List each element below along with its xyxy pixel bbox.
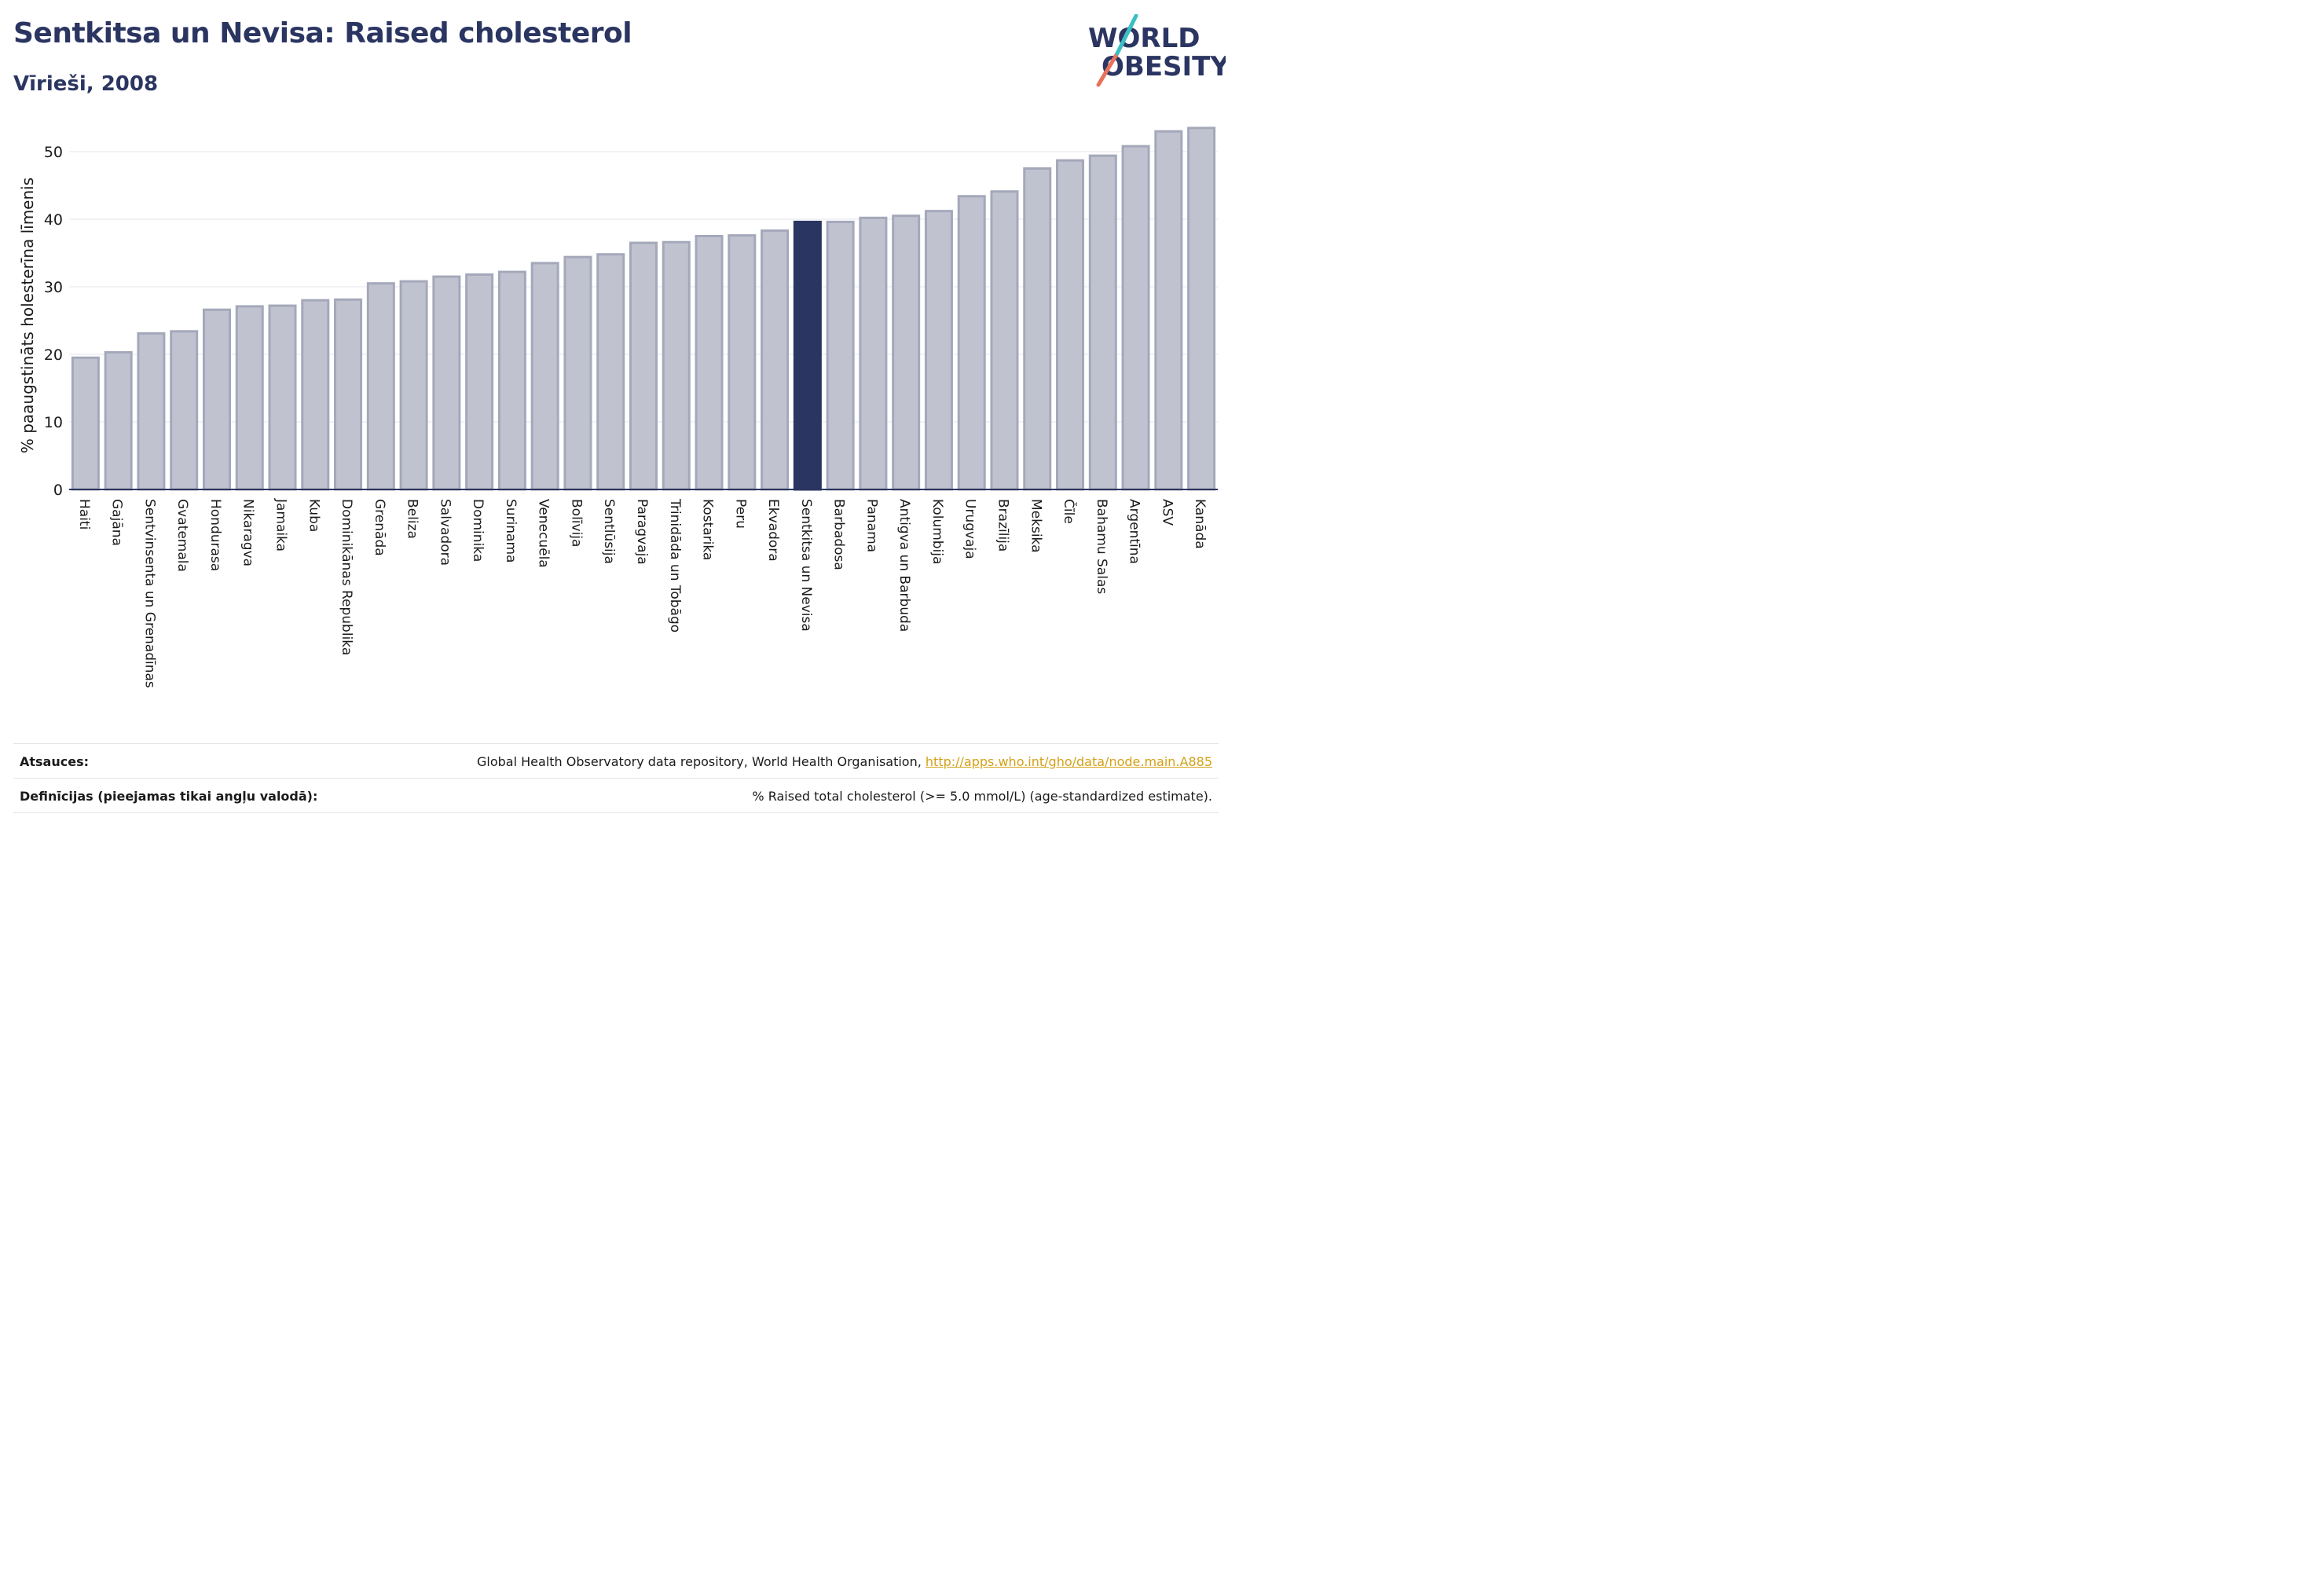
x-tick-label: Gvatemala (174, 499, 190, 572)
bars (71, 126, 1216, 491)
bar (202, 308, 231, 491)
y-tick-label: 20 (44, 346, 63, 364)
x-tick-label: Gajāna (109, 499, 125, 546)
x-tick-label: Dominikānas Republika (339, 499, 354, 655)
sources-link[interactable]: http://apps.who.int/gho/data/node.main.A… (925, 754, 1212, 769)
x-tick-label: Urugvaja (962, 499, 978, 559)
x-tick-label: Ekvadora (765, 499, 781, 562)
definitions-row: Definīcijas (pieejamas tikai angļu valod… (13, 778, 1219, 813)
x-tick-label: Meksika (1028, 499, 1043, 553)
sources-value: Global Health Observatory data repositor… (477, 754, 1212, 769)
bar (1121, 145, 1150, 491)
x-tick-label: Panama (863, 499, 879, 552)
bar (497, 270, 526, 491)
y-tick-labels: 0 10 20 30 40 50 (44, 144, 63, 499)
bar (301, 299, 330, 491)
bar (334, 298, 363, 491)
bar (1187, 126, 1216, 491)
bar (268, 304, 297, 491)
logo-slash-bottom (1096, 51, 1120, 87)
bar (104, 350, 133, 491)
bar (662, 240, 691, 491)
x-tick-label: Kanāda (1192, 499, 1208, 549)
bar-highlighted (793, 220, 822, 491)
bar (399, 280, 428, 491)
x-tick-label: Peru (732, 499, 748, 529)
footer-table: Atsauces: Global Health Observatory data… (13, 743, 1219, 813)
x-tick-label: Surinama (503, 499, 519, 563)
x-tick-label: Venecuēla (536, 499, 552, 568)
bar (1088, 154, 1117, 491)
y-tick-label: 40 (44, 211, 63, 229)
x-tick-label: ASV (1159, 499, 1175, 526)
logo-line-2: OBESITY (1102, 51, 1226, 82)
x-tick-label: Kolumbija (929, 499, 945, 564)
bar (1154, 130, 1183, 491)
x-tick-label: Kuba (306, 499, 321, 532)
x-tick-label: Sentvinsenta un Grenadīnas (141, 499, 157, 688)
bar (957, 195, 986, 491)
x-tick-label: Barbadosa (831, 499, 847, 570)
bar (465, 273, 494, 491)
sources-row: Atsauces: Global Health Observatory data… (13, 743, 1219, 778)
x-tick-label: Haiti (76, 499, 92, 530)
bar (235, 305, 264, 491)
x-tick-label: Paragvaja (634, 499, 650, 565)
bar (170, 330, 199, 491)
y-tick-label: 10 (44, 414, 63, 431)
bar (71, 356, 100, 491)
bar (629, 241, 658, 491)
y-tick-label: 30 (44, 279, 63, 296)
bar (728, 234, 757, 491)
sources-text: Global Health Observatory data repositor… (477, 754, 926, 769)
bar (924, 210, 953, 491)
bar-chart: 0 10 20 30 40 50 Haiti Gajāna Sentvinsenta un G… (18, 126, 1218, 688)
x-tick-label: Brazīlija (995, 499, 1010, 552)
bar (137, 332, 166, 491)
bar (826, 220, 855, 491)
x-tick-label: Bahamu Salas (1094, 499, 1109, 594)
bar (990, 190, 1019, 491)
x-tick-label: Trinidāda un Tobāgo (667, 498, 683, 632)
x-tick-label: Hondurasa (207, 499, 223, 571)
x-tick-label: Salvadora (437, 499, 453, 566)
logo-line-1: WORLD (1088, 23, 1200, 54)
x-tick-label: Sentlūsija (601, 499, 617, 564)
bar (1056, 159, 1085, 491)
x-tick-label: Kostarika (700, 499, 716, 560)
definitions-value: % Raised total cholesterol (>= 5.0 mmol/… (752, 789, 1212, 804)
x-tick-label: Beliza (405, 499, 420, 539)
x-tick-label: Dominika (470, 499, 486, 562)
bar (892, 214, 921, 491)
bar (596, 253, 625, 491)
x-tick-label: Argentīna (1127, 499, 1142, 564)
bar (563, 255, 592, 491)
x-tick-label: Antigva un Barbuda (896, 499, 912, 632)
x-tick-label: Nikaragva (240, 499, 256, 566)
bar (761, 229, 790, 491)
world-obesity-logo: WORLD OBESITY (1088, 14, 1226, 87)
page-title: Sentkitsa un Nevisa: Raised cholesterol (13, 17, 632, 49)
x-tick-label: Jamaika (273, 498, 289, 552)
bar (432, 275, 461, 491)
bar (1023, 167, 1052, 491)
y-tick-label: 50 (44, 144, 63, 161)
x-tick-labels: Haiti Gajāna Sentvinsenta un Grenadīnas Gva… (76, 498, 1208, 688)
x-tick-label: Bolīvija (568, 499, 584, 547)
y-axis-label: % paaugstināts holesterīna līmenis (18, 178, 37, 453)
definitions-label: Definīcijas (pieejamas tikai angļu valod… (20, 789, 318, 804)
sources-label: Atsauces: (20, 754, 89, 769)
y-tick-label: 0 (53, 482, 63, 499)
page-subtitle: Vīrieši, 2008 (13, 72, 159, 96)
x-tick-label: Grenāda (372, 499, 387, 556)
x-tick-label: Sentkitsa un Nevisa (798, 499, 814, 632)
x-tick-label: Čīle (1061, 499, 1078, 524)
bar (859, 216, 888, 491)
bar (695, 235, 724, 491)
bar (530, 262, 559, 491)
bar (366, 282, 395, 491)
logo-slash-top (1115, 14, 1138, 56)
